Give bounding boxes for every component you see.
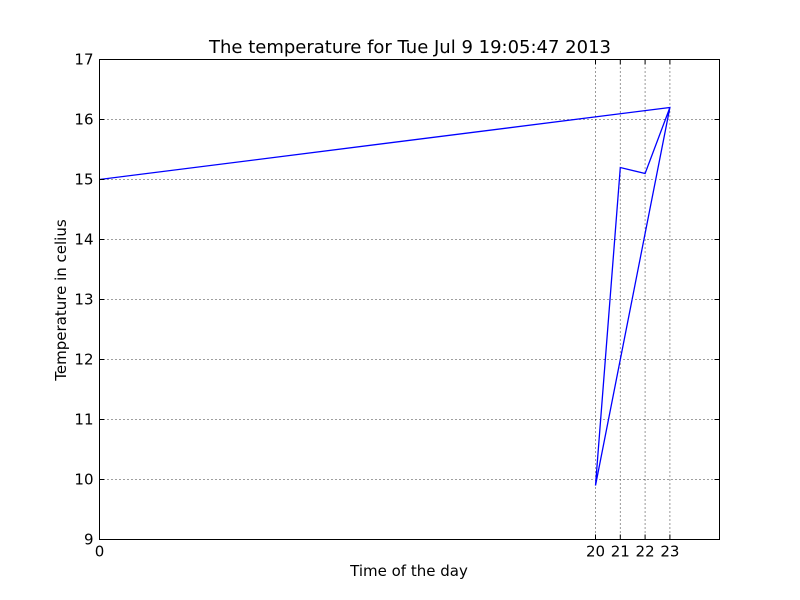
y-tick-label-11: 11 — [74, 411, 93, 429]
tick-layer — [99, 59, 720, 540]
y-tick-label-12: 12 — [74, 351, 93, 369]
y-tick-label-9: 9 — [84, 531, 94, 549]
x-tick-label-23: 23 — [660, 543, 679, 561]
x-axis-label: Time of the day — [349, 562, 468, 580]
series-line-0 — [99, 106, 671, 486]
x-tick-label-22: 22 — [636, 543, 655, 561]
tick-label-layer: 9 10 11 12 13 14 15 16 17 0 20 21 22 23 — [74, 51, 679, 561]
y-tick-label-17: 17 — [74, 51, 93, 69]
x-tick-label-21: 21 — [611, 543, 630, 561]
y-tick-label-15: 15 — [74, 171, 93, 189]
y-tick-label-16: 16 — [74, 111, 93, 129]
y-tick-label-13: 13 — [74, 291, 93, 309]
series-layer — [99, 106, 671, 486]
grid-layer — [99, 59, 720, 540]
chart-title: The temperature for Tue Jul 9 19:05:47 2… — [208, 37, 611, 58]
y-tick-label-14: 14 — [74, 231, 93, 249]
y-tick-label-10: 10 — [74, 471, 93, 489]
y-axis-label: Temperature in celius — [52, 219, 70, 382]
x-tick-label-0: 0 — [95, 543, 105, 561]
x-tick-label-20: 20 — [586, 543, 605, 561]
